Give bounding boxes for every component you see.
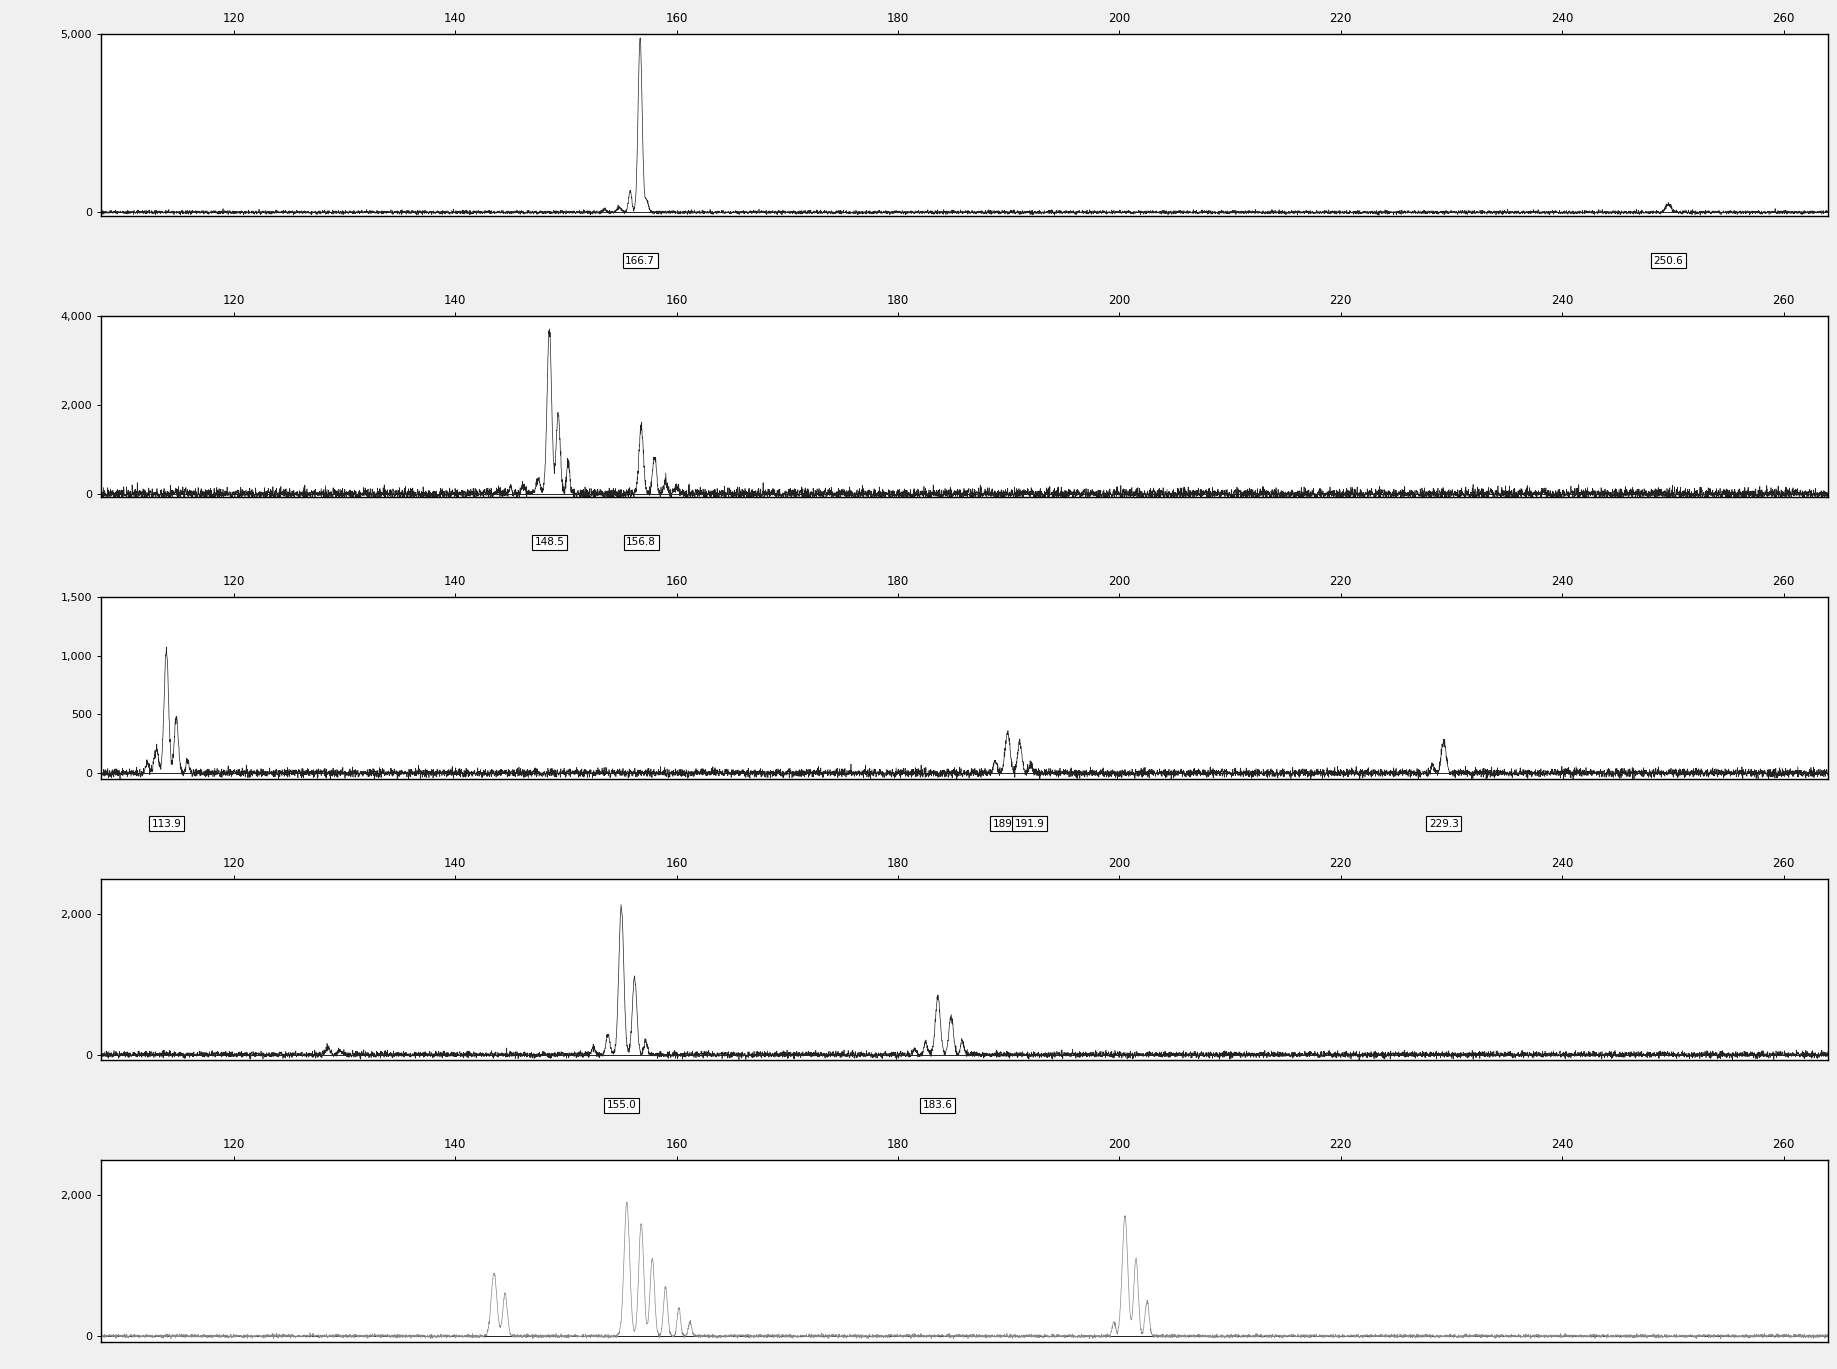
Text: 166.7: 166.7 <box>625 256 656 266</box>
Text: 229.3: 229.3 <box>1429 819 1459 828</box>
Text: 148.5: 148.5 <box>535 537 564 548</box>
Text: 183.6: 183.6 <box>922 1101 953 1110</box>
Text: 155.0: 155.0 <box>606 1101 636 1110</box>
Text: 113.9: 113.9 <box>151 819 182 828</box>
Text: 191.9: 191.9 <box>1014 819 1045 828</box>
Text: 156.8: 156.8 <box>626 537 656 548</box>
Text: 189.9: 189.9 <box>992 819 1023 828</box>
Text: 250.6: 250.6 <box>1653 256 1683 266</box>
